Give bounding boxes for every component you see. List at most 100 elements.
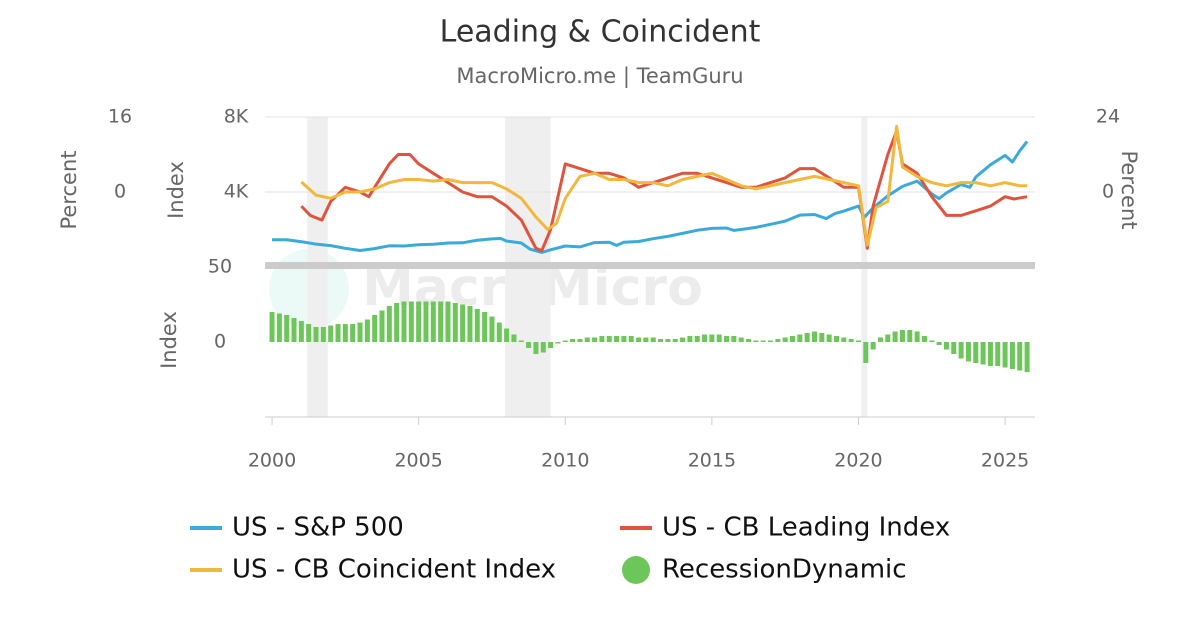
legend-label: US - CB Coincident Index	[232, 555, 556, 585]
bar	[790, 336, 796, 342]
x-tick-label: 2020	[834, 450, 882, 472]
bar	[306, 324, 312, 342]
bar	[716, 334, 722, 342]
bar	[269, 312, 275, 342]
bar	[658, 339, 664, 342]
bar	[973, 342, 979, 363]
bar	[621, 336, 627, 342]
bar	[980, 342, 986, 365]
bar	[438, 301, 444, 342]
x-tick-label: 2000	[248, 450, 296, 472]
bar	[738, 337, 744, 342]
bar	[496, 322, 502, 342]
y-tick-label: 8K	[224, 106, 249, 128]
bar	[636, 337, 642, 342]
bar	[628, 336, 634, 342]
bar	[489, 316, 495, 342]
bar	[379, 310, 385, 342]
bar	[724, 336, 730, 342]
bar	[870, 342, 876, 350]
bar	[914, 331, 920, 342]
bar	[482, 312, 488, 342]
bar	[929, 340, 935, 342]
bar	[284, 315, 290, 342]
bar	[650, 337, 656, 342]
bar	[811, 331, 817, 342]
bar	[408, 301, 414, 342]
bar	[291, 318, 297, 342]
bar	[833, 336, 839, 342]
bar	[401, 301, 407, 342]
bar	[592, 337, 598, 342]
bar	[562, 340, 568, 342]
bar	[1017, 342, 1023, 371]
bar	[731, 336, 737, 342]
bar	[518, 340, 524, 342]
legend-label: RecessionDynamic	[662, 555, 907, 585]
bar	[907, 330, 913, 342]
bar	[665, 339, 671, 342]
bar	[1009, 342, 1015, 369]
bar	[467, 306, 473, 342]
y3-axis-title: Percent	[57, 150, 81, 229]
y2-tick-label: 24	[1096, 106, 1120, 128]
bar	[1002, 342, 1008, 368]
legend-label: US - S&P 500	[232, 513, 404, 543]
bar	[320, 327, 326, 342]
bar	[452, 303, 458, 342]
bar	[445, 301, 451, 342]
line	[300, 124, 1028, 247]
bar	[848, 339, 854, 342]
x-tick-label: 2010	[541, 450, 589, 472]
y2-tick-label: 0	[1102, 181, 1114, 203]
bar	[584, 337, 590, 342]
y-tick-label: 4K	[224, 181, 249, 203]
bar	[555, 342, 561, 344]
bar	[987, 342, 993, 366]
bar	[775, 339, 781, 342]
bar	[885, 334, 891, 342]
bar	[936, 342, 942, 345]
bar	[372, 315, 378, 342]
line	[300, 129, 1028, 253]
bar	[357, 322, 363, 342]
bar	[614, 336, 620, 342]
bar	[313, 327, 319, 342]
x-tick-label: 2025	[981, 450, 1029, 472]
bar	[511, 334, 517, 342]
bar	[855, 340, 861, 342]
bar	[746, 339, 752, 342]
bar	[328, 325, 334, 342]
bar	[276, 313, 282, 342]
bar	[599, 336, 605, 342]
bar	[672, 339, 678, 342]
y3-tick-label: 0	[114, 181, 126, 203]
bar	[298, 321, 304, 342]
y4-tick-label: 0	[214, 331, 226, 353]
bar	[570, 339, 576, 342]
y2-axis-title: Percent	[1117, 150, 1141, 229]
line	[272, 140, 1029, 254]
bar	[753, 340, 759, 342]
bar	[877, 337, 883, 342]
bar	[760, 340, 766, 342]
legend-label: US - CB Leading Index	[662, 513, 950, 543]
bar	[826, 334, 832, 342]
bar	[819, 333, 825, 342]
bar	[430, 301, 436, 342]
bar	[995, 342, 1001, 366]
bar	[394, 303, 400, 342]
bar	[643, 337, 649, 342]
bar	[386, 306, 392, 342]
bar	[1024, 342, 1030, 372]
bar	[606, 336, 612, 342]
bar	[504, 328, 510, 342]
bar	[423, 301, 429, 342]
bar	[416, 301, 422, 342]
bar	[797, 334, 803, 342]
bar	[342, 324, 348, 342]
bar	[577, 339, 583, 342]
y3-tick-label: 16	[108, 106, 132, 128]
x-tick-label: 2005	[394, 450, 442, 472]
